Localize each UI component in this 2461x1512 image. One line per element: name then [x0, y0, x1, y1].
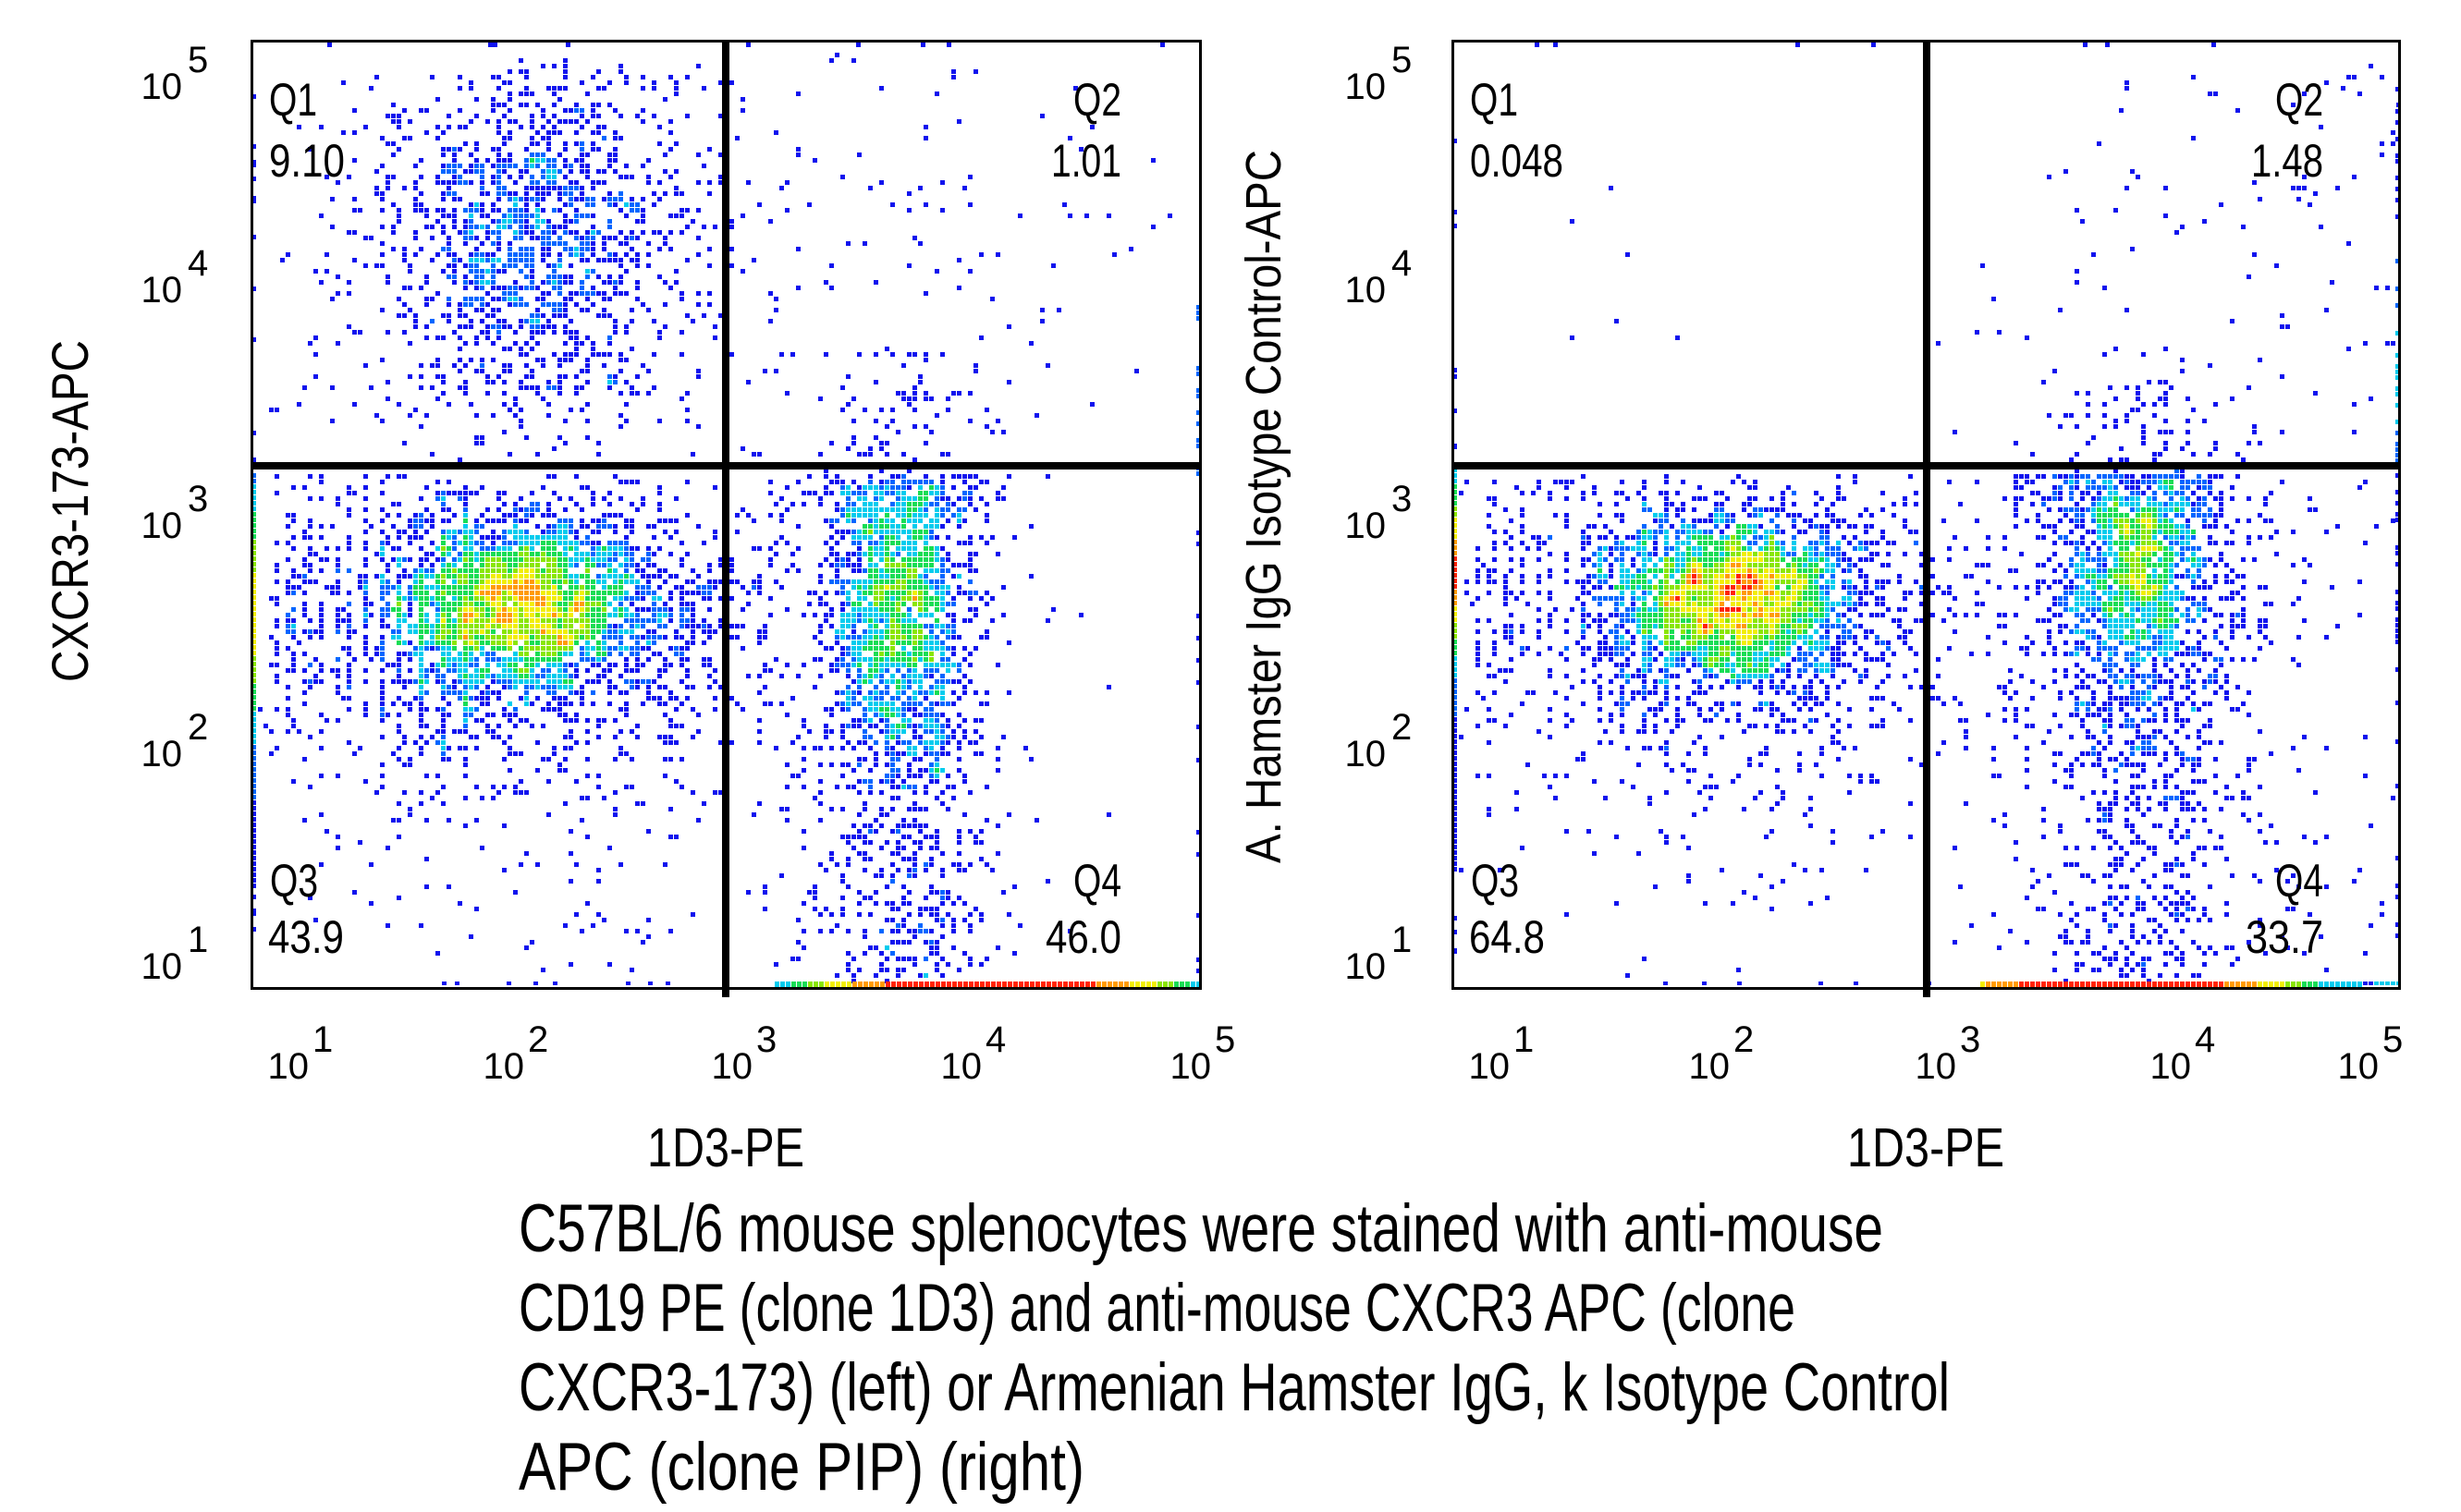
svg-text:A. Hamster IgG Isotype Control: A. Hamster IgG Isotype Control-APC: [1236, 150, 1292, 863]
svg-text:10: 10: [2338, 1046, 2380, 1087]
svg-text:10: 10: [1916, 1046, 1957, 1087]
svg-text:5: 5: [2382, 1019, 2403, 1060]
svg-text:10: 10: [1345, 67, 1387, 107]
svg-text:1: 1: [188, 920, 208, 960]
svg-text:10: 10: [1345, 506, 1387, 546]
svg-text:10: 10: [268, 1046, 310, 1087]
svg-text:5: 5: [188, 40, 208, 80]
svg-text:C57BL/6 mouse splenocytes were: C57BL/6 mouse splenocytes were stained w…: [519, 1191, 1883, 1266]
svg-text:2: 2: [1733, 1019, 1754, 1060]
svg-text:10: 10: [1689, 1046, 1731, 1087]
svg-text:10: 10: [1170, 1046, 1212, 1087]
svg-text:10: 10: [141, 270, 183, 311]
svg-text:10: 10: [712, 1046, 753, 1087]
svg-text:1: 1: [1391, 920, 1412, 960]
svg-text:9.10: 9.10: [269, 135, 345, 187]
svg-text:10: 10: [1345, 270, 1387, 311]
svg-text:Q1: Q1: [269, 74, 317, 126]
svg-text:1: 1: [312, 1019, 333, 1060]
svg-text:10: 10: [141, 946, 183, 987]
svg-text:5: 5: [1391, 40, 1412, 80]
svg-text:5: 5: [1215, 1019, 1235, 1060]
svg-text:CD19 PE (clone 1D3) and anti-m: CD19 PE (clone 1D3) and anti-mouse CXCR3…: [519, 1271, 1795, 1346]
svg-text:3: 3: [756, 1019, 777, 1060]
svg-text:43.9: 43.9: [268, 911, 344, 963]
svg-text:10: 10: [1469, 1046, 1511, 1087]
svg-text:4: 4: [188, 243, 208, 284]
svg-text:2: 2: [528, 1019, 548, 1060]
svg-text:4: 4: [2195, 1019, 2215, 1060]
svg-text:33.7: 33.7: [2246, 911, 2323, 963]
svg-text:3: 3: [1960, 1019, 1980, 1060]
svg-text:10: 10: [1345, 734, 1387, 774]
svg-text:46.0: 46.0: [1046, 911, 1121, 963]
svg-text:CXCR3-173) (left) or Armenian: CXCR3-173) (left) or Armenian Hamster Ig…: [519, 1350, 1950, 1425]
svg-text:10: 10: [941, 1046, 983, 1087]
svg-text:3: 3: [1391, 479, 1412, 519]
svg-text:10: 10: [1345, 946, 1387, 987]
svg-text:4: 4: [986, 1019, 1006, 1060]
svg-text:10: 10: [141, 734, 183, 774]
svg-text:Q2: Q2: [1073, 74, 1121, 126]
svg-text:3: 3: [188, 479, 208, 519]
svg-text:10: 10: [2150, 1046, 2192, 1087]
svg-text:Q1: Q1: [1470, 74, 1518, 126]
svg-text:Q3: Q3: [1471, 855, 1519, 907]
svg-text:10: 10: [484, 1046, 525, 1087]
svg-text:1: 1: [1513, 1019, 1534, 1060]
svg-text:64.8: 64.8: [1469, 911, 1545, 963]
svg-text:4: 4: [1391, 243, 1412, 284]
svg-text:Q4: Q4: [1073, 855, 1121, 907]
svg-text:1.01: 1.01: [1051, 135, 1121, 187]
svg-text:1.48: 1.48: [2251, 135, 2323, 187]
svg-text:Q2: Q2: [2275, 74, 2323, 126]
svg-text:10: 10: [141, 506, 183, 546]
svg-text:1D3-PE: 1D3-PE: [1847, 1117, 2004, 1178]
svg-text:2: 2: [1391, 707, 1412, 748]
svg-text:0.048: 0.048: [1470, 135, 1563, 187]
svg-text:Q4: Q4: [2275, 855, 2323, 907]
svg-text:CXCR3-173-APC: CXCR3-173-APC: [41, 340, 99, 682]
svg-text:APC (clone PIP) (right): APC (clone PIP) (right): [519, 1430, 1084, 1505]
svg-text:1D3-PE: 1D3-PE: [647, 1117, 804, 1178]
svg-text:2: 2: [188, 707, 208, 748]
svg-text:Q3: Q3: [270, 855, 318, 907]
svg-text:10: 10: [141, 67, 183, 107]
